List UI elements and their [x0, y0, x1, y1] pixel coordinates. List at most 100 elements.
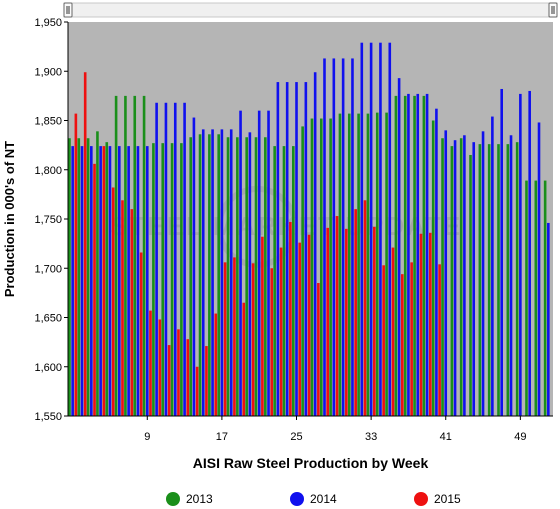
bar-2014-week-52[interactable]: [547, 222, 550, 416]
bar-2013-week-35[interactable]: [385, 112, 388, 417]
bar-2014-week-40[interactable]: [435, 108, 438, 417]
legend-item-2013[interactable]: 2013: [166, 492, 213, 506]
bar-2015-week-7[interactable]: [130, 209, 134, 416]
bar-2014-week-25[interactable]: [295, 82, 298, 416]
bar-2014-week-32[interactable]: [360, 42, 364, 416]
bar-2015-week-4[interactable]: [102, 146, 106, 417]
bar-2014-week-42[interactable]: [453, 140, 457, 416]
bar-2014-week-46[interactable]: [491, 116, 494, 416]
bar-2013-week-6[interactable]: [114, 95, 118, 417]
bar-2013-week-17[interactable]: [217, 134, 220, 417]
range-scrollbar[interactable]: [63, 2, 558, 18]
bar-2015-week-25[interactable]: [298, 242, 302, 416]
bar-2014-week-28[interactable]: [323, 58, 326, 416]
bar-2013-week-25[interactable]: [292, 146, 295, 417]
bar-2014-week-4[interactable]: [99, 146, 102, 417]
bar-2013-week-30[interactable]: [338, 113, 342, 417]
bar-2013-week-5[interactable]: [105, 142, 109, 417]
bar-2015-week-22[interactable]: [270, 268, 274, 416]
bar-2014-week-27[interactable]: [313, 72, 317, 416]
bar-2013-week-44[interactable]: [469, 154, 472, 417]
bar-2013-week-31[interactable]: [347, 113, 351, 417]
bar-2013-week-27[interactable]: [310, 118, 314, 416]
bar-2013-week-33[interactable]: [366, 113, 370, 417]
bar-2013-week-38[interactable]: [413, 95, 416, 417]
bar-2013-week-36[interactable]: [394, 95, 398, 417]
bar-2014-week-39[interactable]: [425, 93, 429, 417]
bar-2015-week-26[interactable]: [307, 234, 311, 416]
bar-2014-week-2[interactable]: [80, 146, 84, 417]
bar-2015-week-13[interactable]: [186, 339, 190, 416]
bar-2013-week-20[interactable]: [245, 137, 248, 416]
bar-2015-week-16[interactable]: [214, 313, 218, 416]
bar-2013-week-39[interactable]: [422, 95, 426, 417]
bar-2013-week-52[interactable]: [543, 180, 547, 416]
bar-2014-week-36[interactable]: [397, 78, 401, 416]
bar-2013-week-23[interactable]: [273, 146, 276, 417]
bar-2014-week-22[interactable]: [267, 110, 270, 417]
range-handle-right[interactable]: [548, 2, 558, 18]
bar-2013-week-10[interactable]: [152, 143, 155, 416]
bar-2015-week-30[interactable]: [345, 228, 348, 416]
bar-2015-week-5[interactable]: [111, 187, 115, 416]
bar-2014-week-44[interactable]: [472, 142, 476, 417]
bar-2014-week-7[interactable]: [127, 146, 130, 417]
bar-2014-week-14[interactable]: [192, 117, 196, 417]
bar-2013-week-11[interactable]: [161, 143, 165, 416]
bar-2015-week-36[interactable]: [401, 274, 404, 416]
bar-2013-week-18[interactable]: [226, 137, 230, 416]
bar-2015-week-10[interactable]: [158, 319, 162, 416]
bar-2014-week-26[interactable]: [304, 82, 308, 416]
bar-2013-week-24[interactable]: [282, 146, 286, 417]
bar-2013-week-41[interactable]: [441, 138, 444, 417]
bar-2015-week-1[interactable]: [74, 113, 78, 417]
bar-2013-week-13[interactable]: [180, 143, 183, 416]
bar-2013-week-3[interactable]: [86, 138, 90, 417]
bar-2013-week-12[interactable]: [170, 143, 174, 416]
bar-2015-week-23[interactable]: [279, 247, 283, 416]
bar-2013-week-9[interactable]: [142, 95, 146, 417]
bar-2014-week-50[interactable]: [528, 90, 531, 416]
bar-2014-week-37[interactable]: [407, 93, 410, 417]
bar-2014-week-21[interactable]: [257, 110, 261, 417]
bar-2014-week-10[interactable]: [155, 102, 158, 417]
bar-2013-week-46[interactable]: [487, 144, 491, 416]
bar-2015-week-40[interactable]: [438, 264, 441, 416]
bar-2015-week-32[interactable]: [363, 200, 367, 416]
bar-2013-week-7[interactable]: [124, 95, 127, 417]
bar-2015-week-2[interactable]: [83, 72, 87, 416]
bar-2015-week-24[interactable]: [289, 221, 292, 416]
bar-2013-week-29[interactable]: [329, 118, 332, 416]
bar-2014-week-33[interactable]: [369, 42, 373, 416]
bar-2013-week-19[interactable]: [236, 137, 239, 416]
bar-2014-week-35[interactable]: [388, 42, 392, 416]
bar-2015-week-34[interactable]: [382, 265, 385, 416]
bar-2014-week-51[interactable]: [537, 122, 541, 416]
bar-2013-week-49[interactable]: [515, 142, 519, 417]
bar-2013-week-2[interactable]: [77, 138, 81, 417]
bar-2014-week-15[interactable]: [201, 129, 205, 416]
bar-2014-week-17[interactable]: [220, 129, 224, 416]
bar-2014-week-49[interactable]: [519, 93, 522, 417]
bar-2013-week-8[interactable]: [133, 95, 137, 417]
bar-2014-week-47[interactable]: [500, 88, 503, 416]
bar-2014-week-8[interactable]: [136, 146, 140, 417]
bar-2015-week-28[interactable]: [326, 227, 329, 416]
bar-2013-week-51[interactable]: [534, 180, 538, 416]
bar-2014-week-31[interactable]: [351, 58, 354, 416]
bar-2013-week-1[interactable]: [68, 138, 71, 417]
bar-2014-week-5[interactable]: [108, 146, 112, 417]
bar-2014-week-13[interactable]: [183, 102, 186, 417]
bar-2014-week-6[interactable]: [118, 146, 121, 417]
bar-2015-week-38[interactable]: [419, 233, 423, 416]
bar-2013-week-26[interactable]: [301, 126, 304, 416]
bar-2014-week-34[interactable]: [379, 42, 382, 416]
bar-2015-week-31[interactable]: [354, 209, 357, 416]
bar-2014-week-45[interactable]: [481, 131, 485, 416]
bar-2014-week-20[interactable]: [248, 132, 252, 416]
bar-2015-week-39[interactable]: [428, 232, 432, 416]
bar-2014-week-19[interactable]: [239, 110, 242, 417]
bar-2013-week-22[interactable]: [264, 137, 267, 416]
bar-2013-week-32[interactable]: [357, 113, 360, 417]
bar-2015-week-15[interactable]: [205, 346, 208, 416]
